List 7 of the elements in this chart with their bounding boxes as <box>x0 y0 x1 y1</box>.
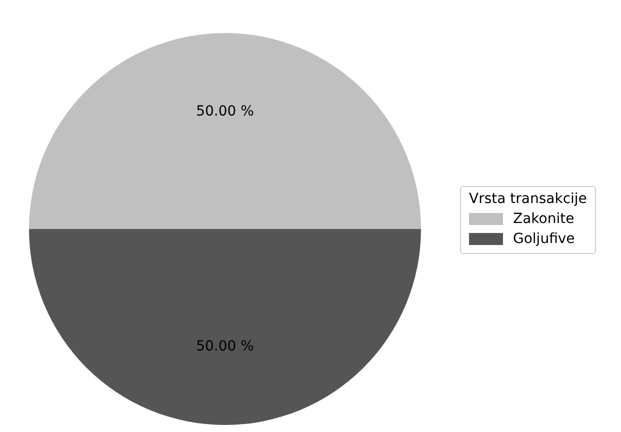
data-label: 50.00 % <box>196 338 254 355</box>
legend-title: Vrsta transakcije <box>469 191 587 207</box>
pie-slice <box>29 33 421 229</box>
data-label: 50.00 % <box>196 103 254 120</box>
legend-label: Goljufive <box>513 230 575 249</box>
legend-label: Zakonite <box>513 210 574 229</box>
pie-slice <box>29 229 421 425</box>
